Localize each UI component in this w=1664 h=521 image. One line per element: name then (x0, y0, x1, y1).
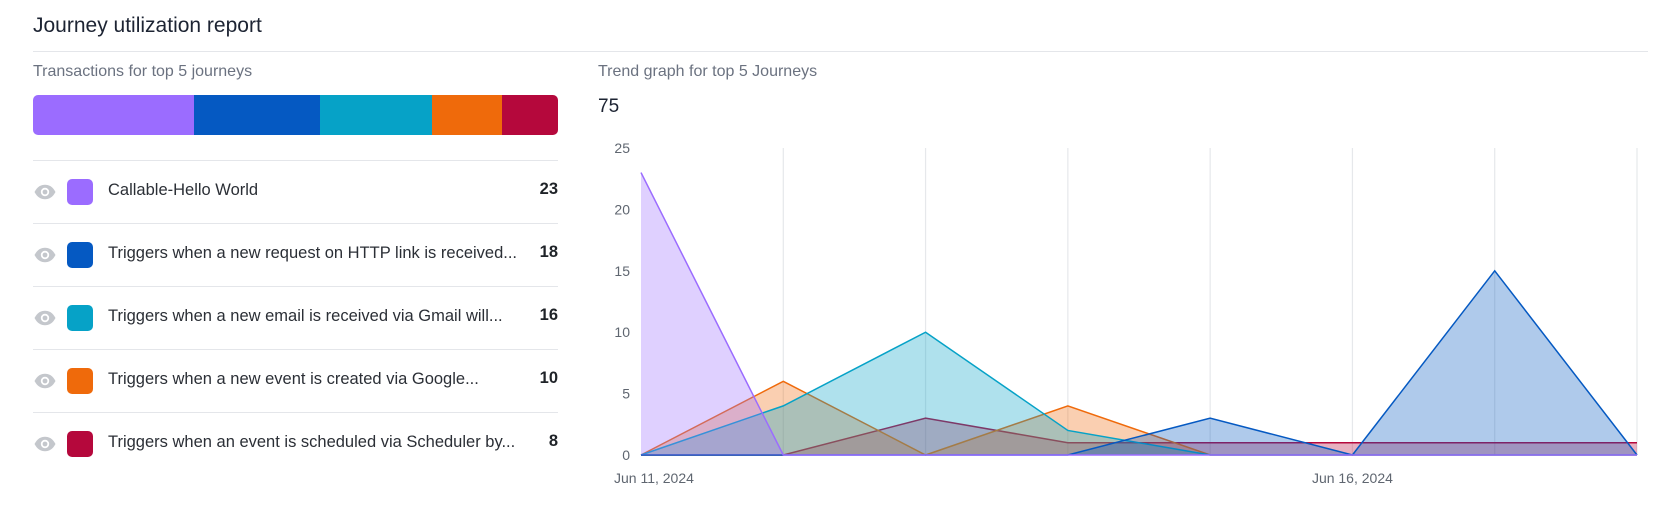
journey-legend: Callable-Hello World 23 Triggers when a ne… (33, 160, 558, 475)
page-title: Journey utilization report (33, 14, 262, 37)
stacked-bar-segment[interactable] (432, 95, 502, 135)
legend-item-value: 18 (539, 243, 558, 261)
stacked-bar-segment[interactable] (194, 95, 320, 135)
legend-color-swatch (67, 305, 93, 331)
legend-item: Triggers when a new event is created via… (33, 349, 558, 412)
y-tick-label: 5 (622, 386, 630, 402)
legend-item: Triggers when a new request on HTTP link… (33, 223, 558, 286)
stacked-bar-segment[interactable] (502, 95, 558, 135)
total-transactions: 75 (598, 96, 620, 117)
series-area (641, 332, 1637, 455)
eye-icon[interactable] (33, 180, 57, 204)
legend-item: Triggers when an event is scheduled via … (33, 412, 558, 475)
transactions-subtitle: Transactions for top 5 journeys (33, 63, 253, 80)
legend-item-label: Triggers when an event is scheduled via … (108, 433, 516, 451)
legend-item-value: 8 (548, 432, 558, 450)
legend-item-value: 16 (539, 306, 558, 324)
y-tick-label: 0 (622, 447, 630, 463)
stacked-bar-segment[interactable] (33, 95, 194, 135)
y-tick-label: 20 (614, 201, 630, 217)
series-area (641, 270, 1637, 455)
x-tick-label: Jun 11, 2024 (614, 470, 694, 486)
transactions-stacked-bar (33, 95, 558, 135)
legend-item-label: Triggers when a new event is created via… (108, 370, 479, 388)
eye-icon[interactable] (33, 306, 57, 330)
legend-color-swatch (67, 368, 93, 394)
series-line (640, 172, 1637, 456)
x-tick-label: Jun 16, 2024 (1312, 470, 1393, 486)
legend-color-swatch (67, 242, 93, 268)
legend-color-swatch (67, 431, 93, 457)
y-tick-label: 10 (614, 324, 630, 340)
legend-item-value: 23 (539, 180, 558, 198)
y-tick-label: 25 (614, 140, 630, 156)
title-divider (33, 51, 1648, 52)
stacked-bar-segment[interactable] (320, 95, 432, 135)
legend-item-label: Triggers when a new email is received vi… (108, 307, 503, 325)
legend-item-label: Callable-Hello World (108, 181, 259, 199)
legend-item-label: Triggers when a new request on HTTP link… (108, 244, 518, 262)
series-area (641, 418, 1637, 455)
trend-area-chart: 0 5 10 15 20 25 Jun 11, 2024 Jun 16, 2024 (614, 140, 1638, 486)
legend-item: Triggers when a new email is received vi… (33, 286, 558, 349)
legend-item-value: 10 (539, 369, 558, 387)
eye-icon[interactable] (33, 432, 57, 456)
legend-color-swatch (67, 179, 93, 205)
y-tick-label: 15 (614, 263, 630, 279)
series-area (641, 172, 1637, 455)
eye-icon[interactable] (33, 243, 57, 267)
trend-subtitle: Trend graph for top 5 Journeys (598, 63, 818, 80)
legend-item: Callable-Hello World 23 (33, 160, 558, 223)
eye-icon[interactable] (33, 369, 57, 393)
